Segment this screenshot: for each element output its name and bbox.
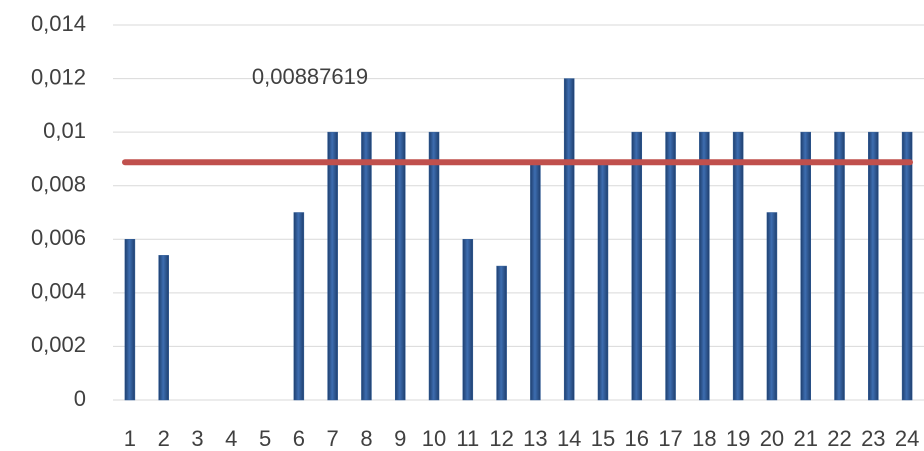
y-tick-label: 0 [74, 386, 86, 411]
x-tick-label: 22 [827, 426, 851, 451]
bar [428, 131, 440, 401]
bar [361, 131, 372, 401]
bar [563, 78, 575, 401]
x-tick-label: 15 [591, 426, 615, 451]
y-tick-label: 0,01 [43, 118, 86, 143]
bar [158, 255, 169, 401]
bar [834, 131, 845, 401]
y-tick-label: 0,008 [31, 172, 86, 197]
bar [327, 131, 338, 401]
bar [868, 131, 879, 401]
x-tick-label: 9 [394, 426, 406, 451]
x-tick-label: 5 [259, 426, 271, 451]
bar [766, 212, 778, 401]
bar [462, 239, 474, 401]
reference-label: 0,00887619 [252, 64, 368, 89]
x-tick-label: 16 [625, 426, 649, 451]
x-tick-label: 3 [191, 426, 203, 451]
x-tick-label: 18 [692, 426, 716, 451]
x-tick-label: 7 [327, 426, 339, 451]
bar [699, 131, 710, 401]
bar [394, 131, 406, 401]
bar [800, 131, 811, 401]
x-tick-label: 4 [225, 426, 237, 451]
x-tick-label: 19 [726, 426, 750, 451]
x-tick-label: 21 [793, 426, 817, 451]
y-tick-label: 0,014 [31, 11, 86, 36]
x-tick-label: 12 [489, 426, 513, 451]
bar [496, 265, 507, 401]
bar [597, 161, 609, 401]
x-tick-label: 14 [557, 426, 581, 451]
x-tick-label: 24 [895, 426, 919, 451]
bar [293, 212, 305, 401]
x-tick-label: 10 [422, 426, 446, 451]
bar [631, 131, 643, 401]
x-tick-label: 17 [658, 426, 682, 451]
x-tick-label: 8 [360, 426, 372, 451]
x-tick-label: 11 [456, 426, 479, 451]
y-tick-label: 0,002 [31, 332, 86, 357]
bar [665, 131, 676, 401]
y-tick-label: 0,006 [31, 225, 86, 250]
x-tick-label: 20 [760, 426, 784, 451]
x-tick-label: 23 [861, 426, 885, 451]
bar [901, 131, 913, 401]
y-tick-label: 0,004 [31, 279, 86, 304]
x-tick-label: 6 [293, 426, 305, 451]
x-tick-label: 13 [523, 426, 547, 451]
y-tick-label: 0,012 [31, 64, 86, 89]
x-tick-label: 1 [124, 426, 136, 451]
bar [124, 239, 136, 401]
bar [732, 131, 744, 401]
bar [530, 161, 541, 401]
x-tick-label: 2 [158, 426, 170, 451]
